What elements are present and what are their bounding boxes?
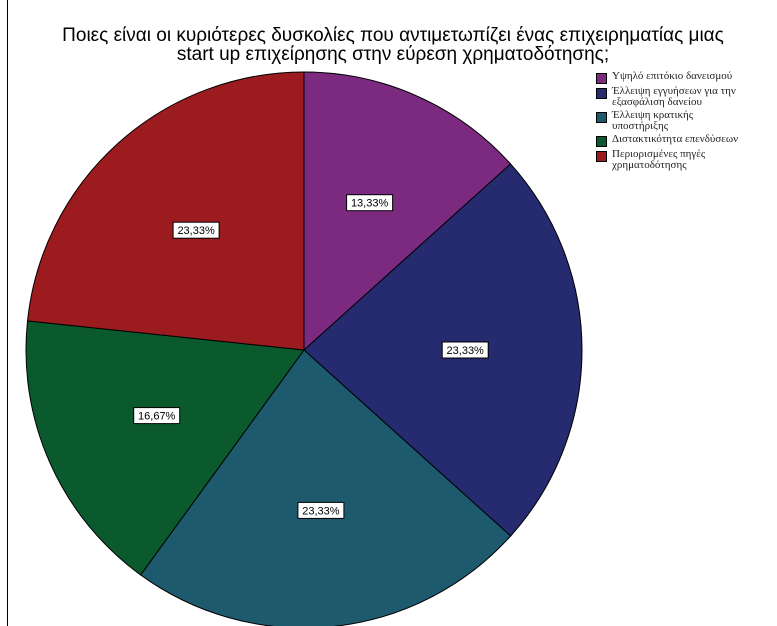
data-label-box [346, 194, 394, 212]
data-label-box [297, 501, 345, 519]
legend-label-line: Περιορισμένες πηγές [612, 148, 706, 160]
legend-item-2: Έλλειψη εγγυήσεων για την εξασφάλιση δανε… [596, 86, 777, 108]
legend-swatch [596, 136, 607, 147]
legend-item-4: Διστακτικότητα επενδύσεων [596, 134, 777, 147]
legend-swatch [596, 112, 607, 123]
legend-item-3: Έλλειψη κρατικής υποστήριξης [596, 110, 777, 132]
chart-title-line-2: start up επιχείρησης στην εύρεση χρηματο… [176, 44, 610, 65]
data-label-2: 23,33% [441, 341, 489, 359]
legend-label: Υψηλό επιτόκιο δανεισμού [612, 71, 732, 82]
chart-title-line-1: Ποιες είναι οι κυριότερες δυσκολίες που … [62, 25, 724, 46]
legend-item-1: Υψηλό επιτόκιο δανεισμού [596, 71, 777, 84]
legend-label-line: χρηματοδότησης [612, 159, 687, 171]
chart-legend: Υψηλό επιτόκιο δανεισμού Έλλειψη εγγυήσεω… [596, 71, 777, 173]
legend-label: Έλλειψη εγγυήσεων για την εξασφάλιση δανε… [612, 86, 736, 108]
chart-title: Ποιες είναι οι κυριότερες δυσκολίες που … [8, 26, 777, 64]
legend-label-line: υποστήριξης [612, 120, 669, 132]
pie-data-labels: 13,33% 23,33% 23,33% 16,67% 23,33% [133, 194, 489, 519]
legend-label-line: Έλλειψη κρατικής [612, 109, 694, 121]
pie-slices [25, 71, 583, 626]
data-label-text: 16,67% [138, 411, 176, 423]
pie-slice-5 [26, 71, 305, 351]
data-label-box [133, 407, 181, 425]
pie-slice-3 [139, 349, 512, 626]
legend-swatch [596, 88, 607, 99]
legend-swatch [596, 151, 607, 162]
pie-slice-1 [303, 71, 512, 352]
legend-label-line: Υψηλό επιτόκιο δανεισμού [612, 70, 733, 82]
legend-label-line: εξασφάλιση δανείου [612, 96, 702, 108]
data-label-text: 23,33% [177, 225, 215, 237]
chart-frame-left-border [7, 0, 8, 626]
legend-label: Διστακτικότητα επενδύσεων [612, 134, 738, 145]
data-label-4: 16,67% [133, 407, 181, 425]
data-label-text: 23,33% [447, 345, 485, 357]
data-label-3: 23,33% [297, 501, 345, 519]
legend-label-line: Έλλειψη εγγυήσεων για την [612, 85, 736, 97]
legend-swatch [596, 73, 607, 84]
legend-item-5: Περιορισμένες πηγές χρηματοδότησης [596, 149, 777, 171]
data-label-text: 23,33% [302, 505, 340, 517]
legend-label-line: Διστακτικότητα επενδύσεων [612, 133, 739, 145]
data-label-text: 13,33% [351, 198, 389, 210]
legend-label: Έλλειψη κρατικής υποστήριξης [612, 110, 693, 132]
data-label-box [441, 341, 489, 359]
pie-slice-4 [25, 320, 305, 576]
legend-label: Περιορισμένες πηγές χρηματοδότησης [612, 149, 705, 171]
data-label-5: 23,33% [172, 221, 220, 239]
data-label-1: 13,33% [346, 194, 394, 212]
data-label-box [172, 221, 220, 239]
